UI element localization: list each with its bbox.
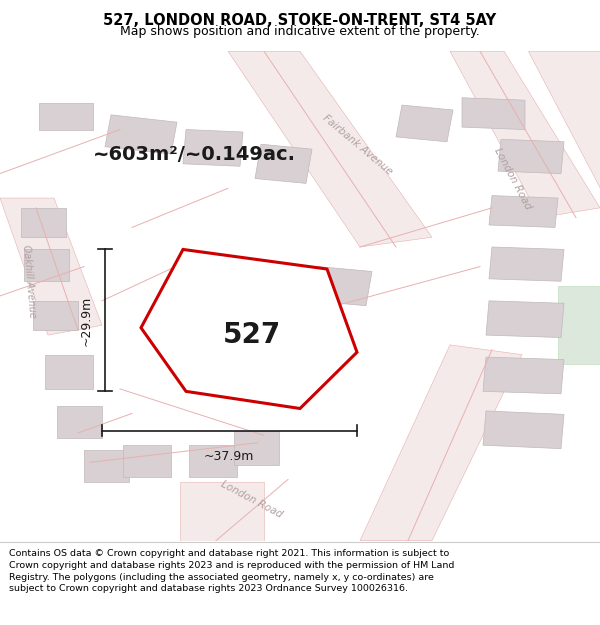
Polygon shape <box>462 98 525 129</box>
Polygon shape <box>189 445 237 477</box>
Polygon shape <box>558 286 600 364</box>
Polygon shape <box>0 198 102 335</box>
Polygon shape <box>84 450 129 482</box>
Polygon shape <box>498 139 564 174</box>
Text: London Road: London Road <box>220 479 284 519</box>
Polygon shape <box>489 247 564 281</box>
Polygon shape <box>489 196 558 228</box>
Polygon shape <box>105 115 177 154</box>
Polygon shape <box>234 431 279 465</box>
Text: Map shows position and indicative extent of the property.: Map shows position and indicative extent… <box>120 26 480 39</box>
Polygon shape <box>450 51 600 217</box>
Text: London Road: London Road <box>493 146 533 211</box>
Polygon shape <box>57 406 102 438</box>
Polygon shape <box>255 144 312 183</box>
Polygon shape <box>360 345 522 541</box>
Polygon shape <box>258 286 318 325</box>
Polygon shape <box>39 102 93 129</box>
Polygon shape <box>483 411 564 449</box>
Text: Oakhill Avenue: Oakhill Avenue <box>20 244 37 318</box>
Polygon shape <box>396 105 453 142</box>
Text: ~29.9m: ~29.9m <box>80 295 93 346</box>
Text: ~37.9m: ~37.9m <box>204 450 254 463</box>
Polygon shape <box>183 129 243 166</box>
Polygon shape <box>123 445 171 477</box>
Polygon shape <box>528 51 600 188</box>
Text: Fairbank Avenue: Fairbank Avenue <box>320 113 394 178</box>
Text: 527, LONDON ROAD, STOKE-ON-TRENT, ST4 5AY: 527, LONDON ROAD, STOKE-ON-TRENT, ST4 5A… <box>103 12 497 28</box>
Polygon shape <box>180 482 264 541</box>
Polygon shape <box>45 354 93 389</box>
Text: Contains OS data © Crown copyright and database right 2021. This information is : Contains OS data © Crown copyright and d… <box>9 549 454 594</box>
Polygon shape <box>312 267 372 306</box>
Polygon shape <box>228 51 432 247</box>
Polygon shape <box>483 357 564 394</box>
Polygon shape <box>33 301 78 330</box>
Text: 527: 527 <box>223 321 281 349</box>
Polygon shape <box>141 249 357 409</box>
Polygon shape <box>21 208 66 238</box>
Polygon shape <box>24 249 69 281</box>
Text: ~603m²/~0.149ac.: ~603m²/~0.149ac. <box>93 144 296 164</box>
Polygon shape <box>486 301 564 338</box>
